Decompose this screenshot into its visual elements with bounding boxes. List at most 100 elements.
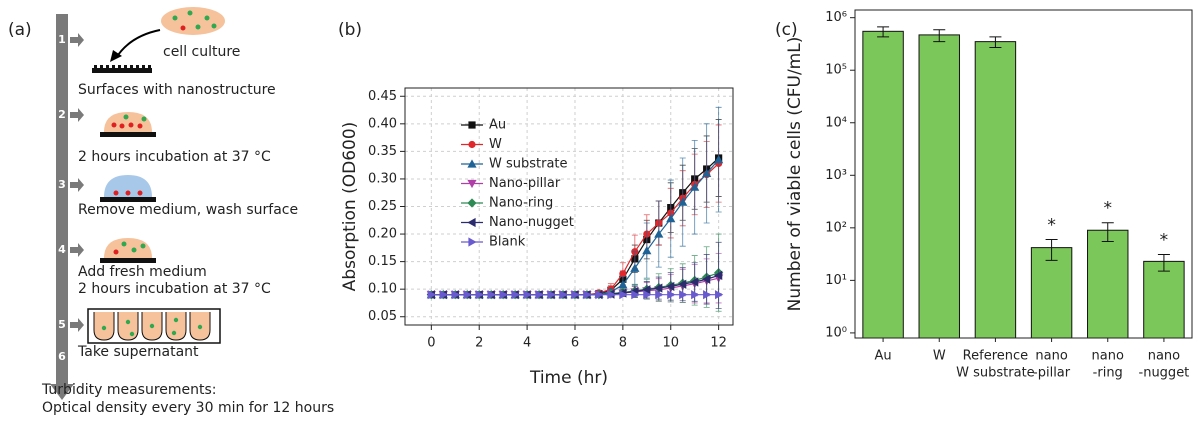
marker [535,290,544,300]
step-text: cell culture [163,44,240,60]
step-number: 5 [58,318,66,331]
x-tick-label: -ring [1093,366,1123,381]
marker [678,279,687,289]
marker [642,285,651,295]
plot-frame [404,87,734,326]
error-bar [1045,238,1058,261]
bar [918,34,960,339]
medium [104,112,152,132]
nanostructure [92,65,152,73]
marker [702,168,712,178]
y-axis-label: Absorption (OD600) [340,122,360,292]
marker [666,214,676,223]
marker [475,290,484,300]
marker [678,197,688,206]
marker [467,179,477,189]
step-pointer [70,318,84,332]
marker [654,283,663,293]
step-number: 6 [58,350,66,363]
step-pointer [70,178,84,192]
x-tick-label: 6 [571,336,579,351]
marker [511,290,520,300]
cell [129,331,135,337]
marker [607,290,616,300]
marker [487,290,496,300]
step-pointer [70,243,84,257]
y-tick-label: 0.35 [368,144,397,159]
step-text: Remove medium, wash surface [78,202,298,218]
panel-label: (a) [8,20,32,40]
process-arrow-head [50,384,74,400]
cell [141,116,147,122]
cell [137,123,143,129]
nanostructure [100,197,156,202]
legend-label: Nano-pillar [489,176,561,191]
x-tick-label: nano [1148,349,1180,364]
x-tick-label: W substrate [956,366,1035,381]
footer-text: Optical density every 30 min for 12 hour… [42,400,334,416]
y-tick-label: 10⁰ [825,325,847,340]
marker [679,290,688,300]
x-tick-label: 0 [427,336,435,351]
marker [468,140,476,149]
marker [703,290,712,300]
marker [451,290,460,300]
marker [427,290,436,300]
marker [499,290,508,300]
panel-label: (c) [775,20,798,40]
x-tick-label: 12 [710,336,727,351]
marker [702,274,711,284]
marker [666,281,675,292]
step-number: 2 [58,108,66,121]
legend-label: Blank [489,235,526,250]
y-tick-label: 10⁵ [825,63,847,78]
marker [468,237,477,247]
x-tick-label: nano [1092,349,1124,364]
x-tick-label: 4 [523,336,531,351]
x-tick-label: 8 [619,336,627,351]
marker [559,290,568,300]
nanostructure [100,258,156,263]
y-tick-label: 0.10 [368,282,397,297]
x-tick-label: 10 [662,336,679,351]
x-tick-label: nano [1035,349,1067,364]
step-text: Surfaces with nanostructure [78,82,276,98]
panel-label: (b) [338,20,362,40]
step-text: 2 hours incubation at 37 °C [78,281,271,297]
step-pointer [70,33,84,47]
cell [204,15,210,21]
cell [125,319,131,325]
cell [101,325,107,331]
cell [125,190,131,196]
y-tick-label: 0.30 [368,171,397,186]
cells [113,241,146,255]
marker [619,270,627,278]
marker [630,263,640,272]
legend-label: Nano-ring [489,196,553,211]
marker [595,290,604,300]
marker [714,270,723,280]
cell [131,247,137,253]
process-arrow [56,14,68,386]
error-bar [1101,222,1114,242]
cells [113,190,143,196]
cell [128,122,134,128]
marker [439,290,448,300]
cell [123,114,129,120]
marker [547,290,556,300]
y-tick-label: 10³ [825,168,847,183]
x-tick-label: W [933,349,946,364]
legend-label: W [489,137,502,152]
marker [690,182,700,191]
y-tick-label: 0.20 [368,227,397,242]
x-tick-label: Reference [963,349,1028,364]
marker [654,229,664,238]
culture-dish [161,7,225,35]
nanostructure [100,132,156,137]
marker [467,198,477,208]
y-tick-label: 10⁶ [825,10,847,25]
significance-mark: * [1104,199,1113,219]
y-axis-label: Number of viable cells (CFU/mL) [785,37,805,312]
marker [571,290,580,300]
marker [631,290,640,300]
